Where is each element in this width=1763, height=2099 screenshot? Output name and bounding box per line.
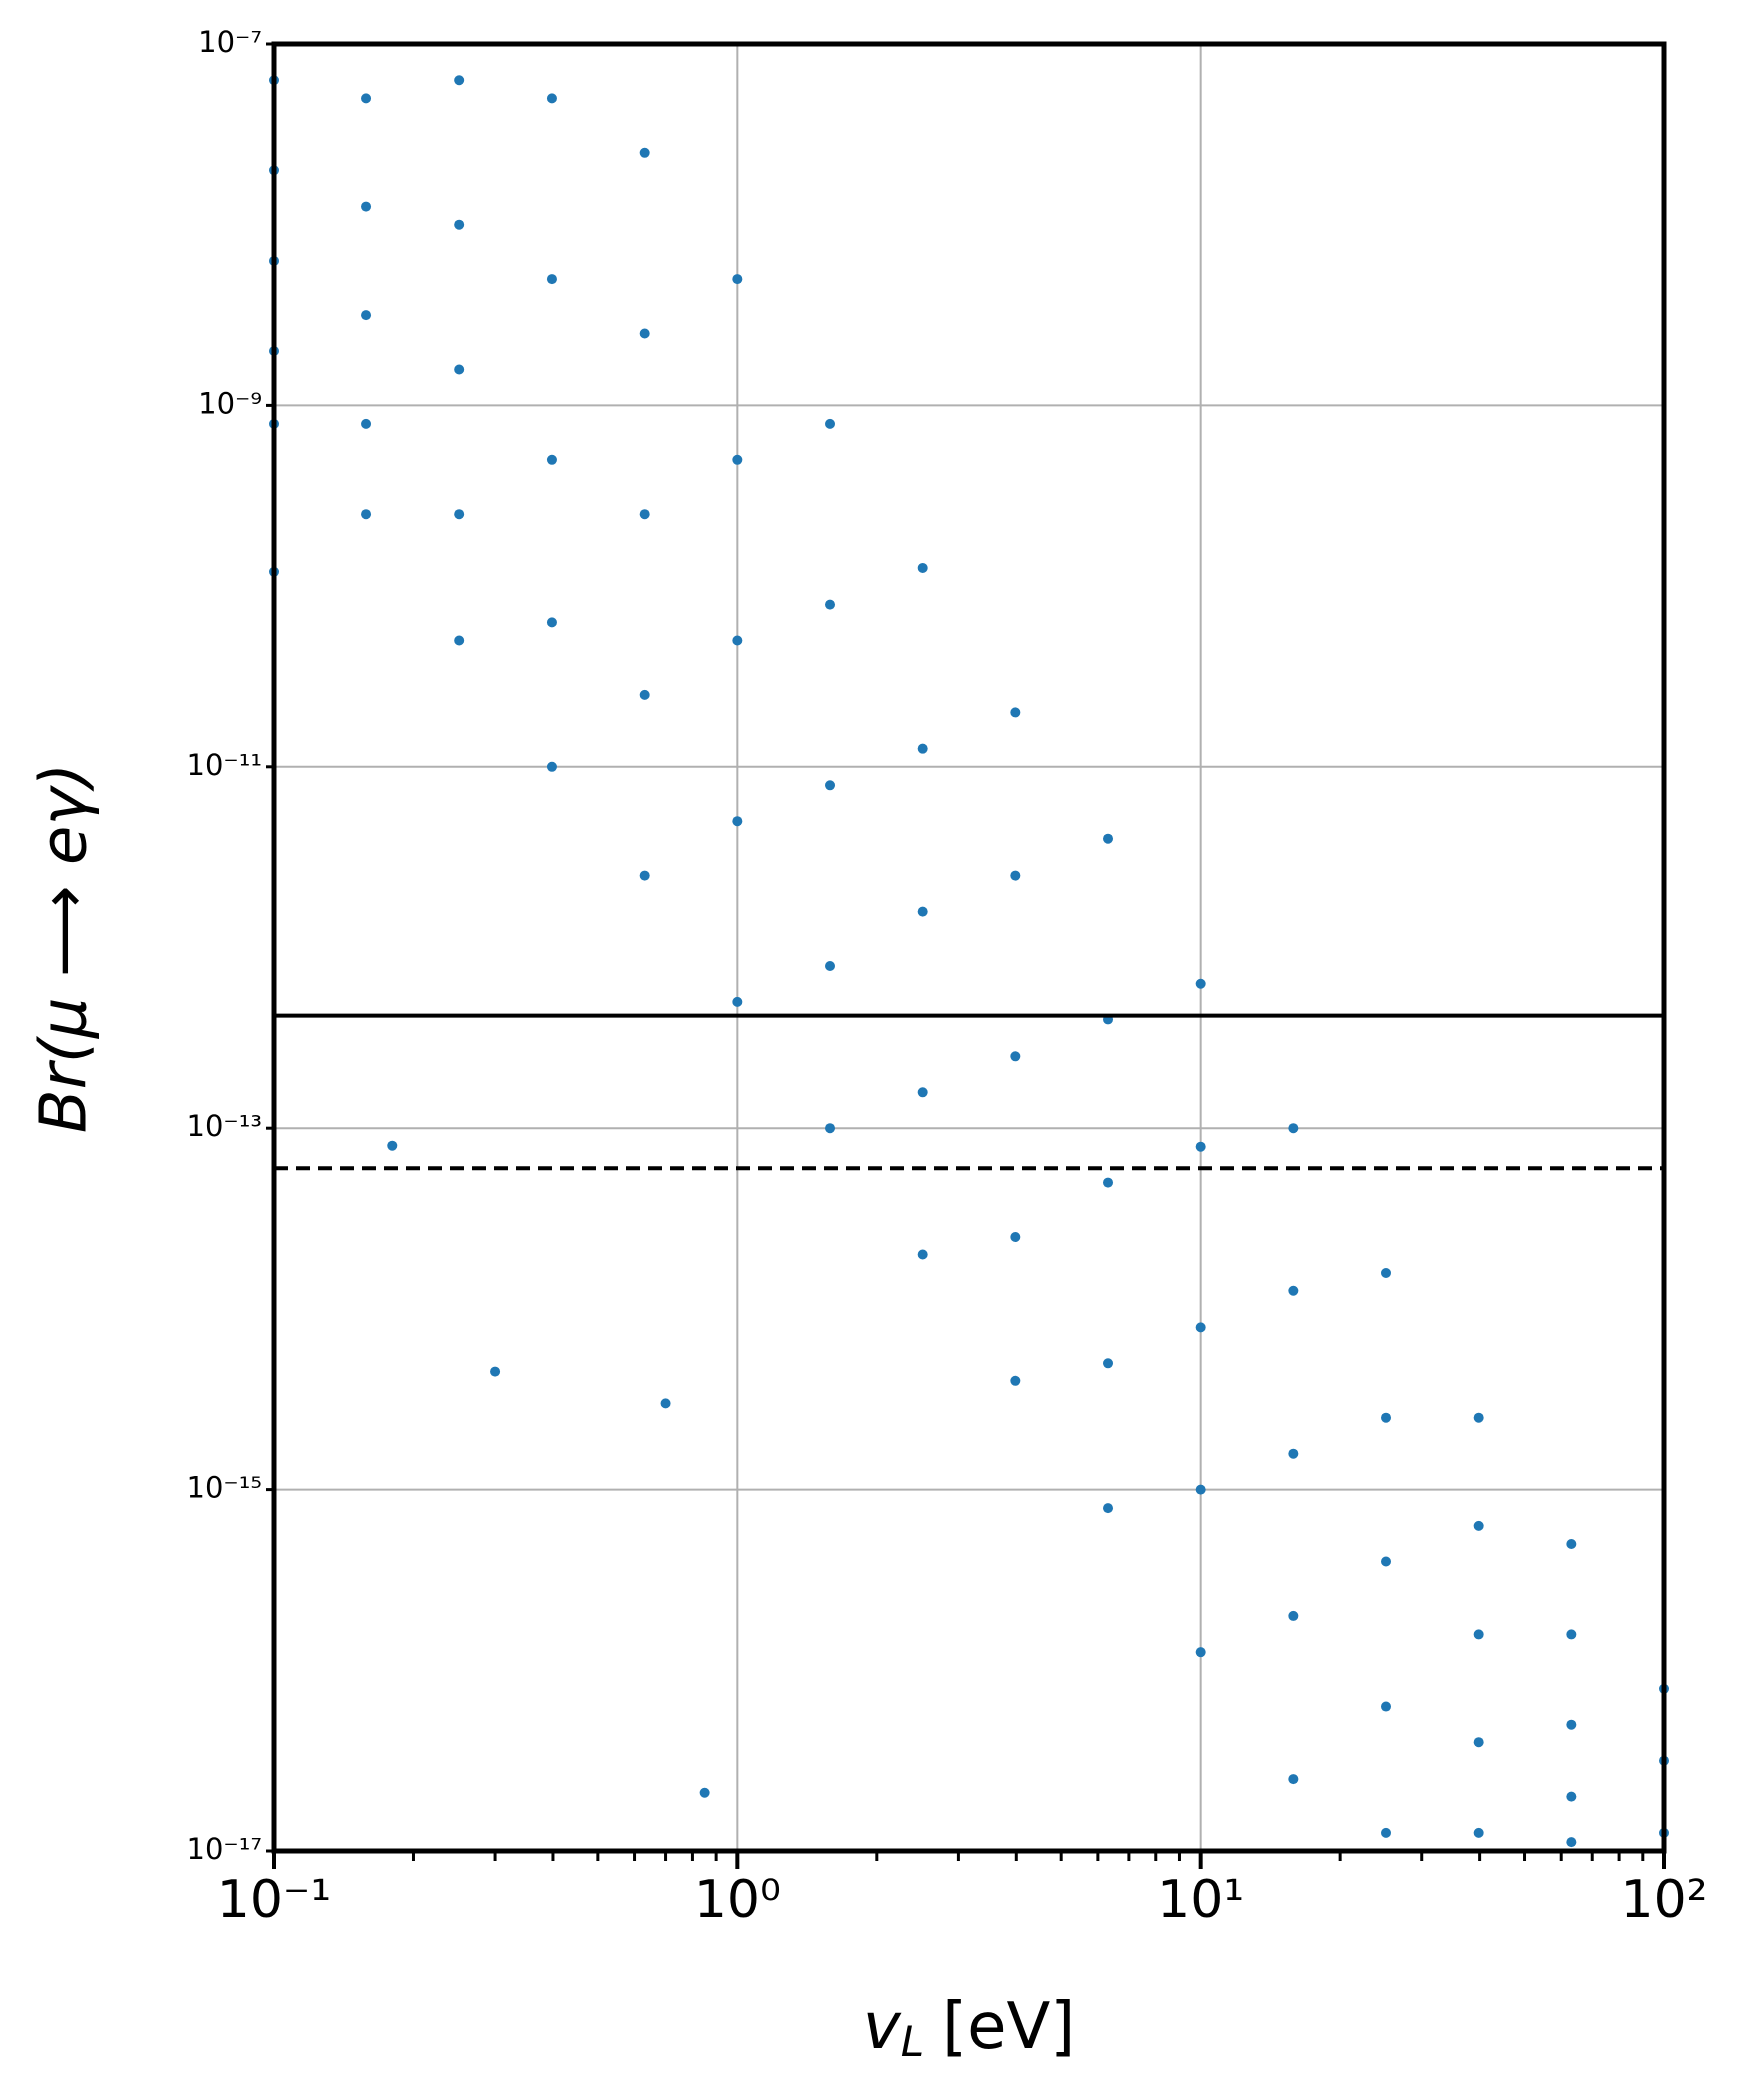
scatter-point: [1010, 1231, 1021, 1242]
scatter-point: [546, 761, 557, 772]
scatter-point: [732, 635, 743, 646]
scatter-point: [1566, 1538, 1577, 1549]
scatter-point: [1473, 1827, 1484, 1838]
scatter-point: [732, 454, 743, 465]
scatter-point: [1381, 1412, 1392, 1423]
y-axis-label: Br(μ ⟶ eγ): [28, 763, 102, 1134]
scatter-point: [825, 1123, 836, 1134]
scatter-point: [1566, 1719, 1577, 1730]
scatter-point: [917, 562, 928, 573]
scatter-point: [1473, 1737, 1484, 1748]
scatter-point: [732, 996, 743, 1007]
scatter-point: [1381, 1556, 1392, 1567]
scatter-point: [361, 310, 372, 321]
scatter-point: [546, 274, 557, 285]
x-tick-label: 10⁰: [694, 1870, 781, 1930]
scatter-point: [454, 364, 465, 375]
y-tick-label: 10⁻¹¹: [187, 748, 262, 782]
scatter-point: [1010, 707, 1021, 718]
scatter-point: [825, 418, 836, 429]
scatter-point: [639, 509, 650, 520]
scatter-point: [1288, 1774, 1299, 1785]
scatter-point: [1566, 1791, 1577, 1802]
scatter-point: [361, 93, 372, 104]
scatter-point: [825, 960, 836, 971]
scatter-point: [1381, 1827, 1392, 1838]
scatter-point: [1103, 833, 1114, 844]
scatter-point: [1195, 1484, 1206, 1495]
scatter-point: [732, 816, 743, 827]
scatter-point: [1473, 1412, 1484, 1423]
scatter-point: [639, 689, 650, 700]
x-tick-label: 10⁻¹: [217, 1870, 331, 1930]
x-axis-label: vL [eV]: [863, 1990, 1075, 2066]
x-label-subscript: L: [901, 2017, 924, 2066]
y-tick-label: 10⁻¹⁵: [187, 1471, 262, 1505]
scatter-point: [1010, 1051, 1021, 1062]
scatter-point: [454, 75, 465, 86]
scatter-point: [454, 635, 465, 646]
x-label-symbol: v: [863, 1990, 902, 2064]
scatter-point: [546, 454, 557, 465]
scatter-point: [660, 1398, 671, 1409]
scatter-point: [454, 219, 465, 230]
x-tick-label: 10²: [1620, 1870, 1707, 1930]
scatter-point: [1566, 1629, 1577, 1640]
scatter-point: [1103, 1503, 1114, 1514]
scatter-point: [1473, 1520, 1484, 1531]
y-tick-label: 10⁻⁹: [198, 386, 262, 420]
scatter-point: [387, 1140, 398, 1151]
scatter-point: [917, 743, 928, 754]
scatter-point: [1288, 1285, 1299, 1296]
scatter-point: [1195, 1647, 1206, 1658]
scatter-point: [917, 1087, 928, 1098]
x-tick-label: 10¹: [1157, 1870, 1244, 1930]
scatter-point: [1195, 1141, 1206, 1152]
scatter-point: [1288, 1123, 1299, 1134]
scatter-point: [1473, 1629, 1484, 1640]
scatter-point: [639, 870, 650, 881]
scatter-point: [699, 1787, 710, 1798]
scatter-point: [454, 509, 465, 520]
scatter-point: [361, 201, 372, 212]
scatter-point: [361, 509, 372, 520]
scatter-point: [1381, 1701, 1392, 1712]
scatter-point: [1195, 1322, 1206, 1333]
scatter-point: [639, 147, 650, 158]
scatter-point: [546, 93, 557, 104]
y-tick-label: 10⁻¹³: [187, 1109, 262, 1143]
plot-frame: [271, 41, 1667, 1854]
scatter-point: [917, 1249, 928, 1260]
scatter-point: [1288, 1610, 1299, 1621]
scatter-point: [490, 1366, 501, 1377]
scatter-point: [917, 906, 928, 917]
scatter-point: [825, 599, 836, 610]
scatter-point: [1010, 1375, 1021, 1386]
scatter-point: [1288, 1448, 1299, 1459]
y-tick-label: 10⁻⁷: [198, 25, 262, 59]
scatter-point: [1010, 870, 1021, 881]
scatter-point: [825, 780, 836, 791]
x-label-unit: [eV]: [942, 1990, 1075, 2064]
scatter-point: [732, 274, 743, 285]
scatter-point: [546, 617, 557, 628]
scatter-point: [361, 418, 372, 429]
scatter-point: [1103, 1358, 1114, 1369]
scatter-point: [1103, 1177, 1114, 1188]
scatter-point: [1381, 1268, 1392, 1279]
scatter-point: [1195, 978, 1206, 989]
scatter-point: [639, 328, 650, 339]
scatter-point: [1566, 1837, 1577, 1848]
y-tick-label: 10⁻¹⁷: [187, 1832, 262, 1866]
